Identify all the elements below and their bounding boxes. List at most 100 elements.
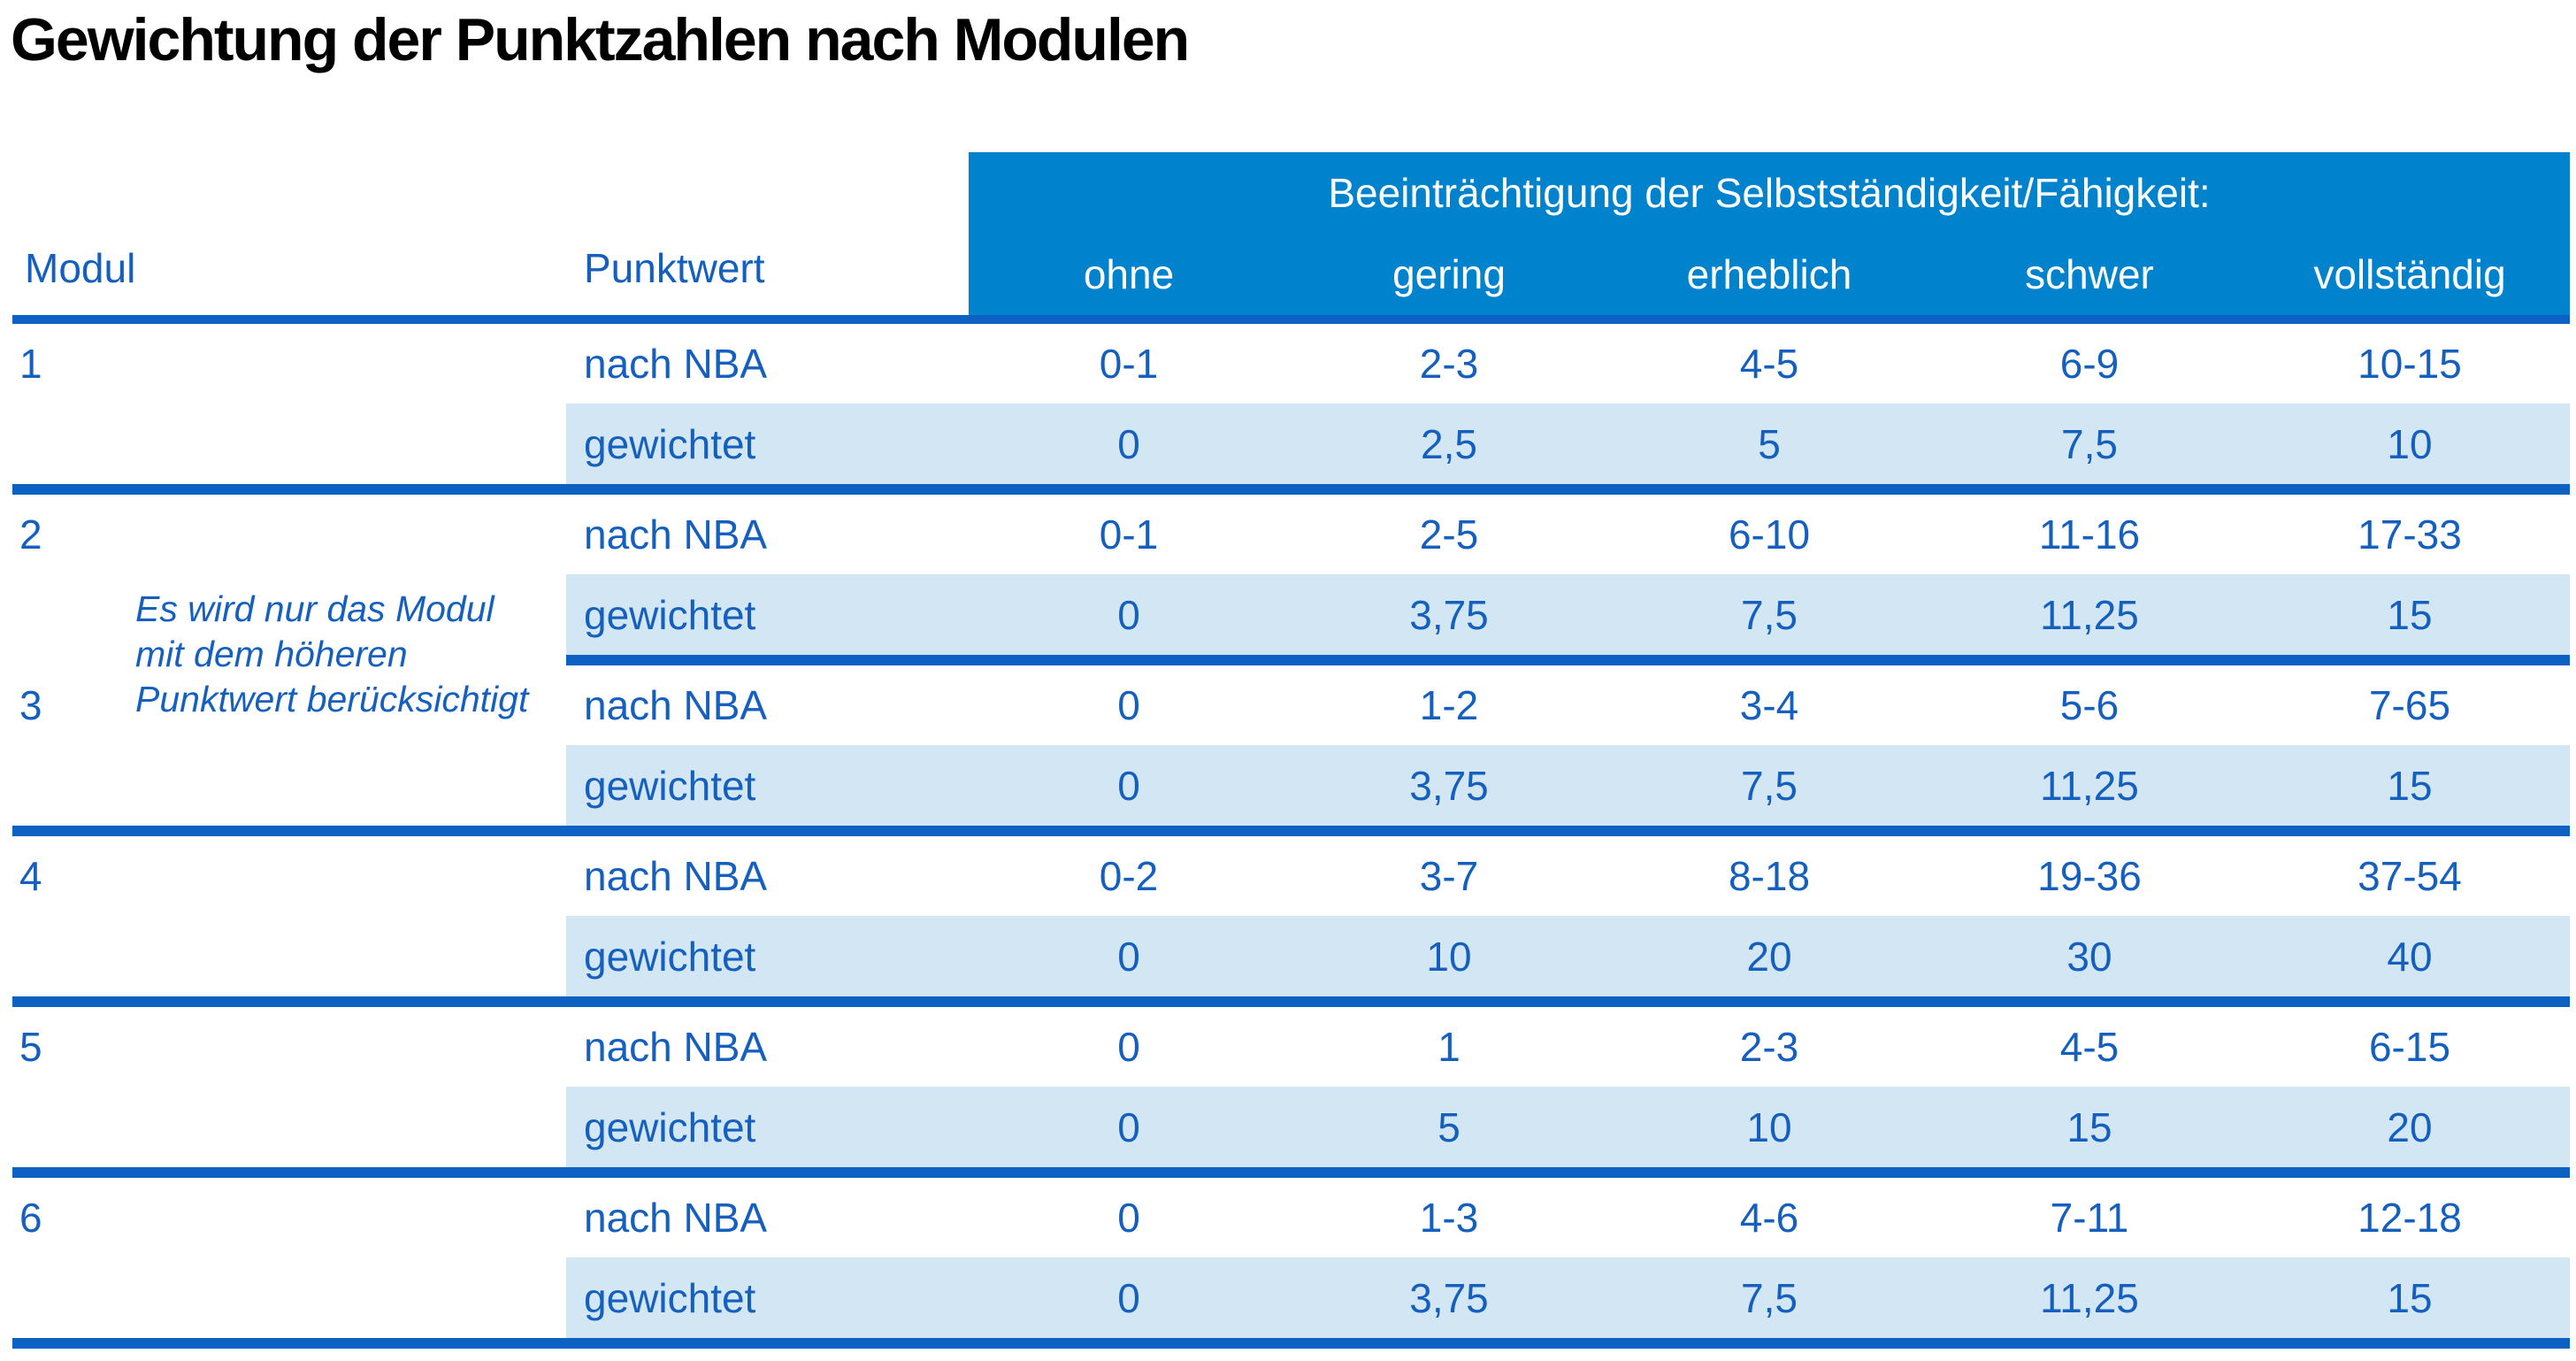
table-row: 6 nach NBA 0 1-3 4-6 7-11 12-18 (12, 1178, 2570, 1257)
value-cell: 15 (2250, 745, 2570, 826)
column-header-ohne: ohne (1083, 251, 1175, 297)
value-cell: 10 (2250, 404, 2570, 484)
value-cell: 10 (1289, 916, 1609, 996)
row-label: gewichtet (566, 1087, 969, 1167)
row-label: nach NBA (584, 1195, 768, 1241)
value-cell: 5 (1289, 1087, 1609, 1167)
value-cell: 1-2 (1419, 682, 1479, 728)
row-label: gewichtet (566, 745, 969, 826)
module-number-empty (12, 1257, 566, 1338)
value-cell: 37-54 (2358, 853, 2462, 899)
page-title: Gewichtung der Punktzahlen nach Modulen (11, 6, 1190, 73)
table-row: gewichtet 0 2,5 5 7,5 10 (12, 404, 2570, 484)
value-cell: 7,5 (1609, 745, 1929, 826)
value-cell: 1-3 (1419, 1195, 1479, 1241)
value-cell: 7,5 (1609, 1257, 1929, 1338)
value-cell: 12-18 (2358, 1195, 2462, 1241)
module-block-2-3: Es wird nur das Modul mit dem höheren Pu… (12, 495, 2570, 836)
module-number: 3 (19, 682, 42, 728)
value-cell: 40 (2250, 916, 2570, 996)
value-cell: 3,75 (1289, 1257, 1609, 1338)
module-divider (12, 826, 2570, 836)
table-row: gewichtet 0 10 20 30 40 (12, 916, 2570, 996)
module-divider (12, 996, 2570, 1007)
module-divider-partial (566, 655, 2570, 665)
value-cell: 10-15 (2358, 341, 2462, 387)
value-cell: 2-3 (1419, 341, 1479, 387)
column-header-punktwert: Punktwert (584, 245, 765, 291)
note-line: Es wird nur das Modul (135, 588, 494, 629)
value-cell: 11-16 (2038, 511, 2141, 557)
value-cell: 17-33 (2358, 511, 2462, 557)
column-header-erheblich: erheblich (1686, 251, 1852, 297)
value-cell: 4-5 (2059, 1024, 2120, 1070)
table-row: gewichtet 0 3,75 7,5 11,25 15 (12, 1257, 2570, 1338)
value-cell: 15 (2250, 574, 2570, 655)
value-cell: 30 (1929, 916, 2250, 996)
value-cell: 2-5 (1419, 511, 1479, 557)
value-cell: 0 (1117, 682, 1140, 728)
module-number: 5 (19, 1024, 42, 1070)
module-block-6: 6 nach NBA 0 1-3 4-6 7-11 12-18 gewichte… (12, 1178, 2570, 1349)
value-cell: 20 (2250, 1087, 2570, 1167)
value-cell: 3-7 (1419, 853, 1479, 899)
value-cell: 0 (969, 574, 1289, 655)
note-line: Punktwert berücksichtigt (135, 679, 529, 719)
value-cell: 11,25 (1929, 745, 2250, 826)
module-block-1: 1 nach NBA 0-1 2-3 4-5 6-9 10-15 gewicht… (12, 324, 2570, 495)
value-cell: 0-2 (1099, 853, 1159, 899)
table-row: gewichtet 0 3,75 7,5 11,25 15 (12, 745, 2570, 826)
value-cell: 5 (1609, 404, 1929, 484)
column-header-modul: Modul (25, 245, 136, 291)
module-number-empty (12, 404, 566, 484)
value-cell: 0 (969, 404, 1289, 484)
value-cell: 7,5 (1609, 574, 1929, 655)
module-2-3-note: Es wird nur das Modul mit dem höheren Pu… (135, 587, 586, 722)
row-label: nach NBA (584, 341, 768, 387)
value-cell: 7-65 (2368, 682, 2451, 728)
value-cell: 0 (969, 1087, 1289, 1167)
severity-header-band: Beeinträchtigung der Selbstständigkeit/F… (969, 152, 2570, 315)
value-cell: 15 (2250, 1257, 2570, 1338)
severity-group-header: Beeinträchtigung der Selbstständigkeit/F… (1328, 170, 2211, 216)
value-cell: 1 (1438, 1024, 1460, 1070)
value-cell: 4-6 (1739, 1195, 1799, 1241)
value-cell: 11,25 (1929, 574, 2250, 655)
value-cell: 0 (969, 745, 1289, 826)
value-cell: 3-4 (1739, 682, 1799, 728)
value-cell: 6-10 (1728, 511, 1811, 557)
table-row: 1 nach NBA 0-1 2-3 4-5 6-9 10-15 (12, 324, 2570, 404)
table-row: gewichtet 0 3,75 7,5 11,25 15 (12, 574, 2570, 655)
value-cell: 2,5 (1289, 404, 1609, 484)
weighting-table: Beeinträchtigung der Selbstständigkeit/F… (12, 152, 2570, 1349)
row-label: nach NBA (584, 682, 768, 728)
table-row: 3 nach NBA 0 1-2 3-4 5-6 7-65 (12, 665, 2570, 745)
module-number: 1 (19, 341, 42, 387)
value-cell: 11,25 (1929, 1257, 2250, 1338)
table-header: Beeinträchtigung der Selbstständigkeit/F… (12, 152, 2570, 315)
row-label: gewichtet (566, 574, 969, 655)
table-row: 5 nach NBA 0 1 2-3 4-5 6-15 (12, 1007, 2570, 1087)
value-cell: 0 (969, 916, 1289, 996)
value-cell: 19-36 (2037, 853, 2142, 899)
module-number: 6 (19, 1195, 42, 1241)
module-divider (12, 1338, 2570, 1349)
column-header-gering: gering (1392, 251, 1506, 297)
row-label: nach NBA (584, 853, 768, 899)
value-cell: 4-5 (1739, 341, 1799, 387)
module-number-empty (12, 916, 566, 996)
table-row: 4 nach NBA 0-2 3-7 8-18 19-36 37-54 (12, 836, 2570, 916)
module-divider (12, 1167, 2570, 1178)
row-label: nach NBA (584, 1024, 768, 1070)
value-cell: 8-18 (1728, 853, 1811, 899)
value-cell: 15 (1929, 1087, 2250, 1167)
row-label: gewichtet (566, 916, 969, 996)
column-header-schwer: schwer (2025, 251, 2154, 297)
value-cell: 2-3 (1739, 1024, 1799, 1070)
value-cell: 0 (1117, 1024, 1140, 1070)
value-cell: 7,5 (1929, 404, 2250, 484)
value-cell: 6-9 (2059, 341, 2120, 387)
column-header-vollstaendig: vollständig (2313, 251, 2506, 297)
module-number: 2 (19, 511, 42, 557)
value-cell: 0 (1117, 1195, 1140, 1241)
